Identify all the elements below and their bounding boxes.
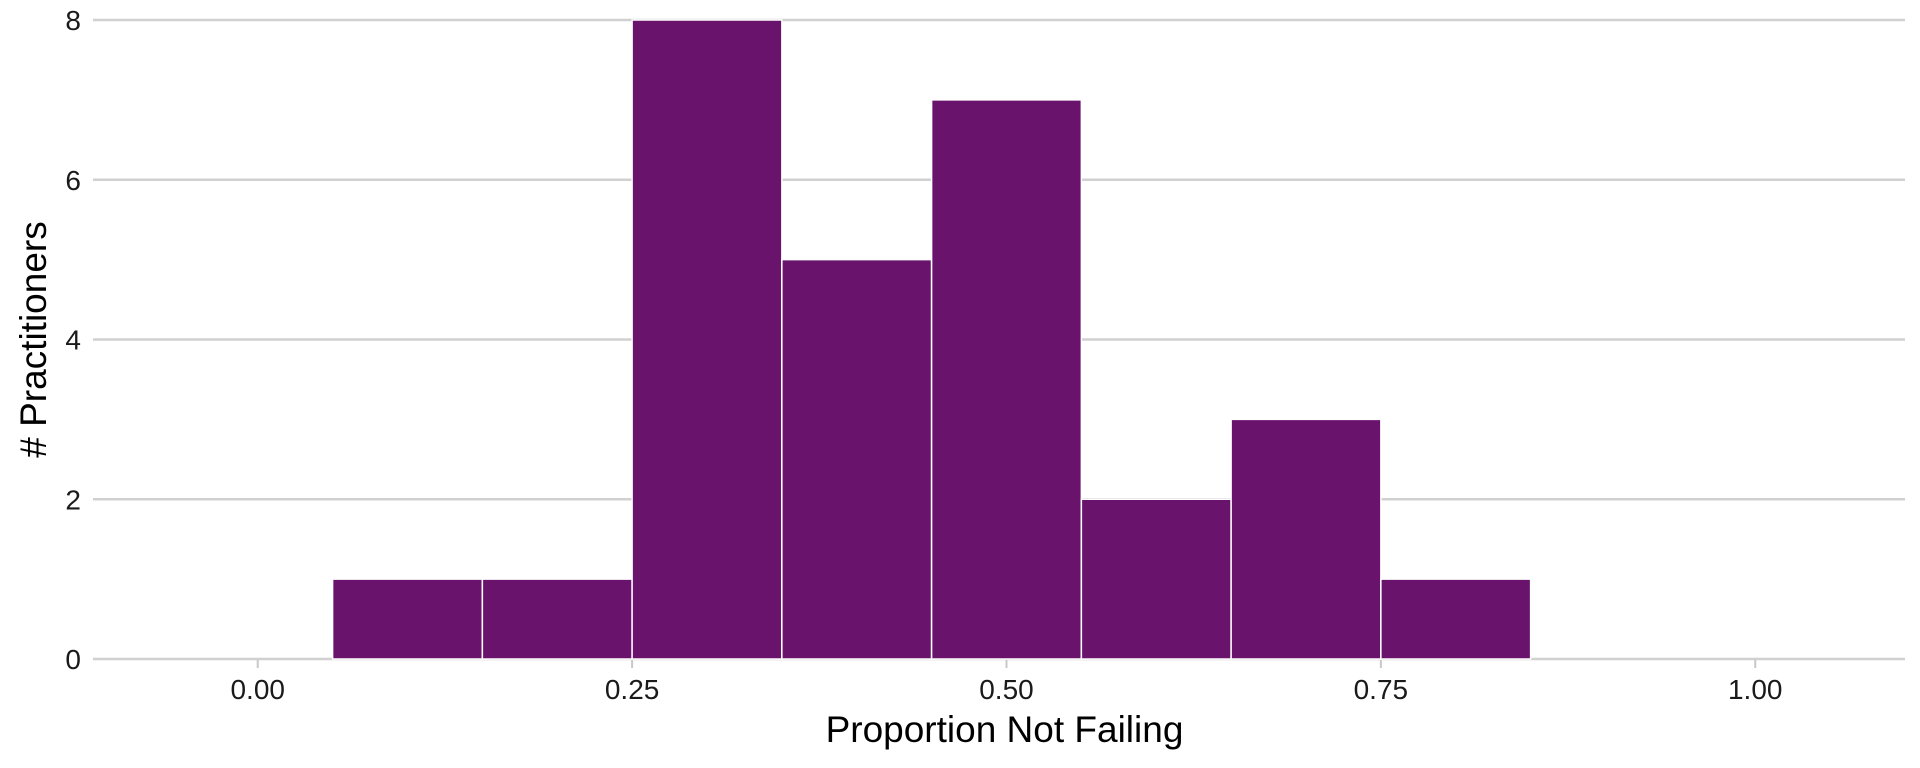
x-tick-label-0.25: 0.25 <box>605 674 660 705</box>
y-tick-label-6: 6 <box>65 165 81 196</box>
x-tick-label-1.00: 1.00 <box>1728 674 1783 705</box>
y-tick-label-0: 0 <box>65 644 81 675</box>
axes: 0 2 4 6 8 0.00 0.25 0.50 0.75 1.00 <box>65 5 1782 705</box>
histogram-bar-5 <box>930 99 1083 660</box>
y-tick-label-4: 4 <box>65 325 81 356</box>
bars <box>331 19 1532 660</box>
x-axis-title: Proportion Not Failing <box>826 709 1184 750</box>
histogram-bar-7 <box>1230 418 1382 660</box>
histogram-bar-8 <box>1380 578 1532 660</box>
histogram-bar-6 <box>1080 498 1232 660</box>
histogram-bar-3 <box>631 19 783 660</box>
x-tick-label-0.50: 0.50 <box>979 674 1034 705</box>
x-tick-label-0.00: 0.00 <box>230 674 285 705</box>
y-tick-label-2: 2 <box>65 484 81 515</box>
histogram-bar-4 <box>781 258 933 660</box>
y-tick-label-8: 8 <box>65 5 81 36</box>
histogram-bar-1 <box>331 578 484 660</box>
y-axis-title: # Practitioners <box>13 221 54 458</box>
histogram-bar-2 <box>481 578 633 660</box>
x-tick-label-0.75: 0.75 <box>1354 674 1409 705</box>
